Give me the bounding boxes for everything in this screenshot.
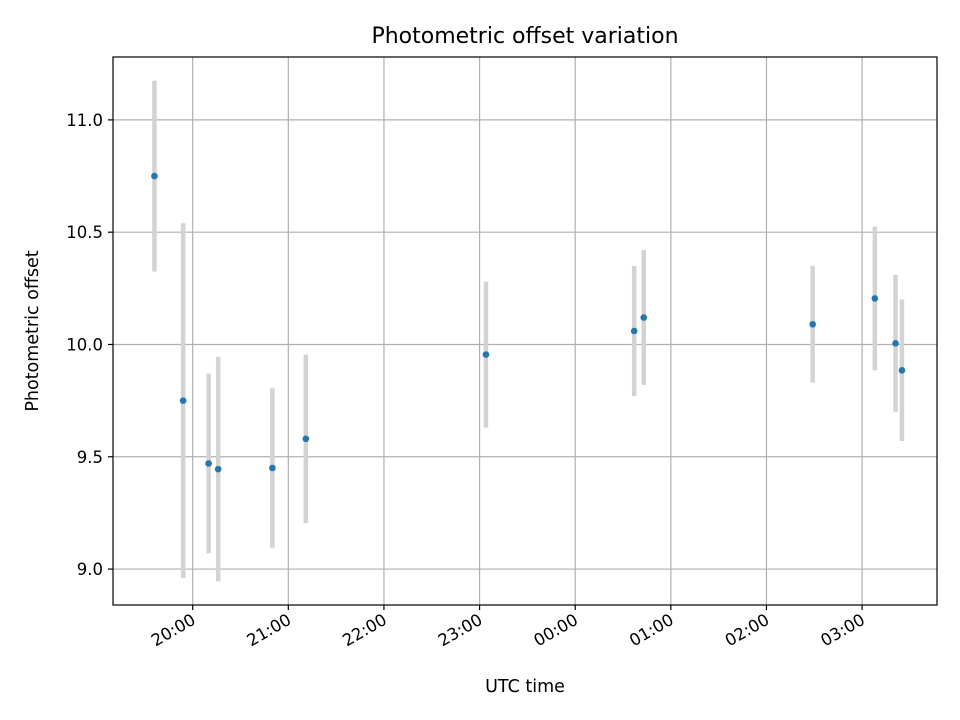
x-tick-label: 22:00 — [339, 610, 390, 650]
data-point — [302, 435, 310, 443]
x-axis-label: UTC time — [485, 677, 565, 697]
data-point — [482, 351, 490, 358]
x-tick-label: 02:00 — [722, 610, 773, 650]
y-tick-label: 10.0 — [66, 335, 103, 354]
x-axis-ticks: 20:00 21:00 22:00 23:00 00:00 01:00 02:00 03:00 — [148, 605, 868, 650]
data-point — [892, 340, 899, 347]
data-point — [269, 464, 276, 472]
chart-title: Photometric offset variation — [371, 24, 678, 49]
data-point — [179, 397, 187, 404]
errorbar-layer — [152, 80, 905, 582]
x-tick-label: 01:00 — [626, 610, 677, 650]
point-layer — [151, 172, 906, 473]
y-tick-label: 10.5 — [66, 223, 103, 242]
x-tick-label: 00:00 — [531, 610, 582, 650]
data-point — [640, 314, 648, 321]
x-tick-label: 23:00 — [435, 610, 486, 650]
data-point — [871, 295, 879, 302]
data-point — [809, 320, 816, 328]
data-point — [898, 367, 906, 374]
y-axis-ticks: 9.0 9.5 10.0 10.5 11.0 — [66, 111, 113, 579]
data-point — [214, 465, 222, 473]
data-point — [630, 327, 638, 335]
y-tick-label: 11.0 — [66, 111, 103, 130]
x-tick-label: 20:00 — [148, 610, 199, 650]
y-tick-label: 9.5 — [77, 448, 103, 467]
plot-frame — [112, 56, 938, 606]
data-point — [205, 460, 212, 467]
y-axis-label: Photometric offset — [23, 250, 43, 411]
x-tick-label: 03:00 — [817, 610, 868, 650]
x-tick-label: 21:00 — [244, 610, 295, 650]
grid-layer — [113, 57, 937, 605]
data-point — [151, 172, 158, 180]
y-tick-label: 9.0 — [77, 560, 103, 579]
